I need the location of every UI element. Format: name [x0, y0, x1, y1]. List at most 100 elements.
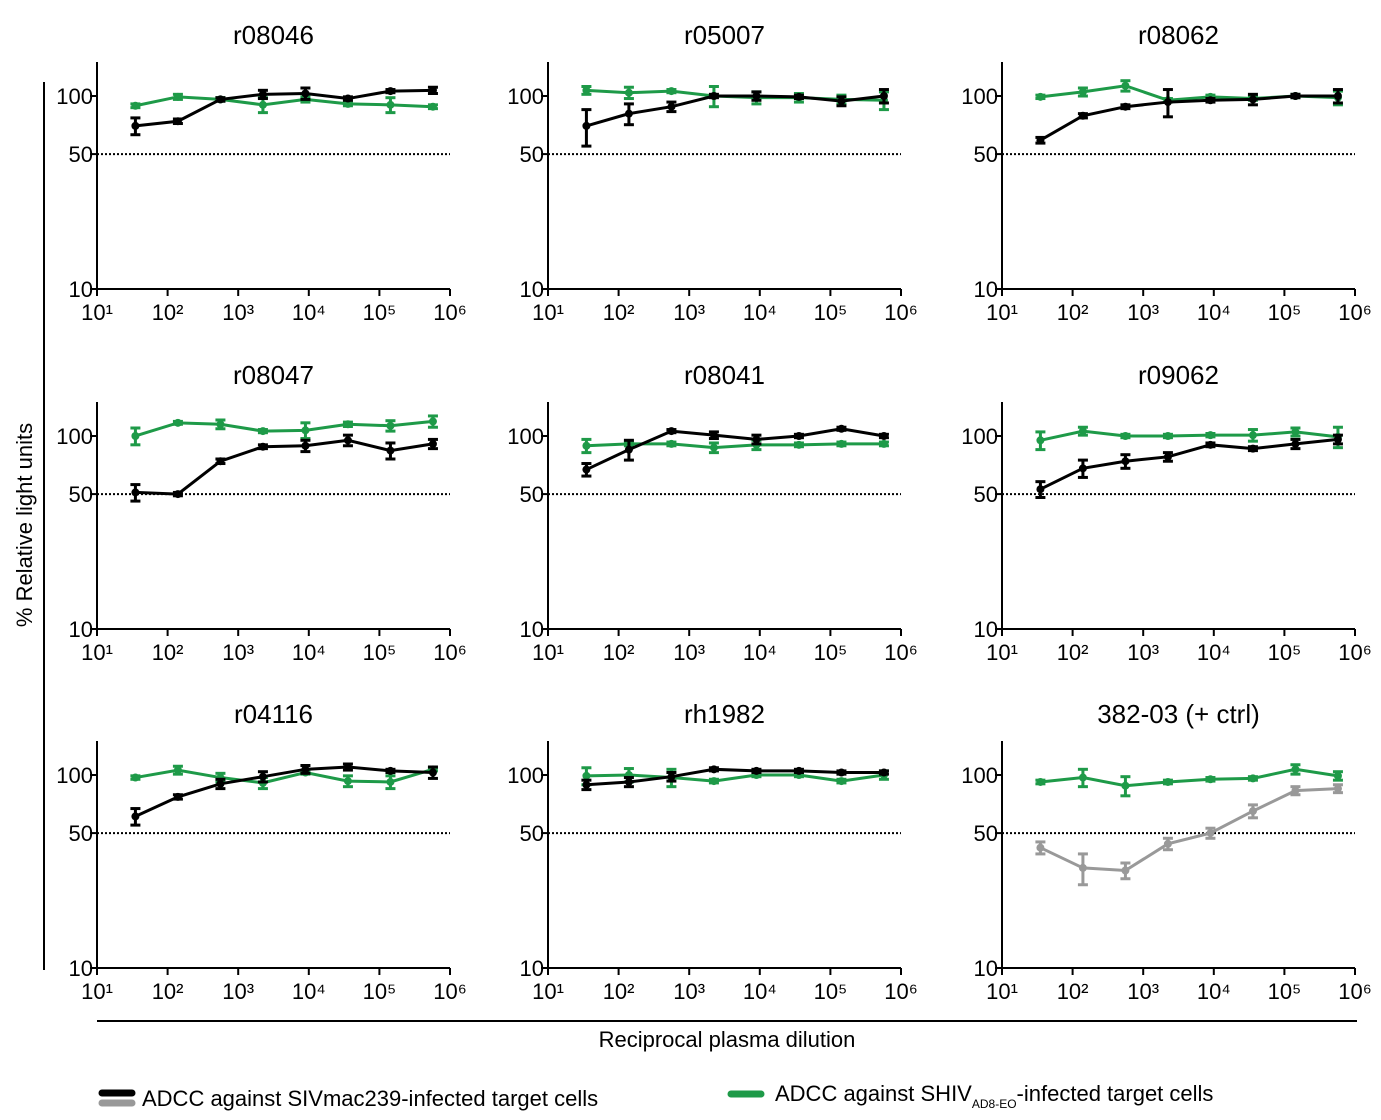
x-tick-label: 10¹: [986, 979, 1018, 1004]
data-point: [1291, 91, 1300, 100]
data-point: [386, 421, 395, 430]
data-point: [173, 490, 182, 499]
x-tick-label: 10²: [152, 300, 184, 325]
data-point: [837, 97, 846, 106]
y-tick-label: 10: [69, 617, 93, 642]
legend-label: ADCC against SIVmac239-infected target c…: [142, 1086, 598, 1111]
data-point: [1163, 777, 1172, 786]
x-tick-label: 10⁵: [1268, 300, 1302, 325]
x-tick-label: 10¹: [81, 979, 113, 1004]
panel: r04116 10 50 100 10¹ 10² 10³ 10⁴ 10⁵ 10⁶: [56, 699, 466, 1004]
x-tick-label: 10⁶: [1338, 979, 1372, 1004]
x-tick-label: 10⁵: [1268, 640, 1302, 665]
data-point: [837, 777, 846, 786]
panel: r08046 10 50 100 10¹ 10² 10³ 10⁴ 10⁵ 10⁶: [56, 20, 466, 325]
data-point: [386, 100, 395, 109]
data-point: [1036, 843, 1045, 852]
data-point: [1078, 464, 1087, 473]
x-tick-label: 10²: [603, 979, 635, 1004]
y-tick-label: 100: [507, 84, 544, 109]
series-line: [135, 88, 433, 128]
panel: 382-03 (+ ctrl) 10 50 100 10¹ 10² 10³ 10⁴ 10⁵ 10⁶: [961, 699, 1371, 1004]
panel: r08062 10 50 100 10¹ 10² 10³ 10⁴ 10⁵ 10⁶: [961, 20, 1371, 325]
x-tick-label: 10¹: [532, 640, 564, 665]
x-tick-label: 10⁴: [292, 300, 326, 325]
data-point: [131, 812, 140, 821]
data-point: [1206, 829, 1215, 838]
y-tick-label: 10: [974, 277, 998, 302]
data-point: [258, 772, 267, 781]
data-point: [1206, 440, 1215, 449]
data-point: [1163, 431, 1172, 440]
data-point: [343, 777, 352, 786]
x-tick-label: 10⁵: [363, 300, 397, 325]
series-line: [1039, 94, 1338, 142]
panel-title: r05007: [684, 20, 765, 50]
data-point: [173, 418, 182, 427]
series-line: [1039, 787, 1339, 873]
data-point: [709, 765, 718, 774]
y-tick-label: 10: [69, 956, 93, 981]
data-point: [1163, 452, 1172, 461]
x-tick-label: 10²: [152, 640, 184, 665]
data-point: [428, 86, 437, 95]
x-tick-label: 10²: [1057, 300, 1089, 325]
data-point: [1078, 863, 1087, 872]
legend-label-part: -infected target cells: [1017, 1081, 1214, 1106]
x-tick-label: 10³: [1127, 640, 1159, 665]
x-tick-label: 10²: [1057, 640, 1089, 665]
data-point: [1333, 435, 1342, 444]
data-point: [1248, 95, 1257, 104]
x-tick-label: 10²: [152, 979, 184, 1004]
y-tick-label: 100: [507, 763, 544, 788]
y-tick-label: 10: [69, 277, 93, 302]
y-tick-label: 100: [56, 84, 93, 109]
data-point: [1206, 431, 1215, 440]
data-point: [1206, 96, 1215, 105]
x-tick-label: 10¹: [986, 300, 1018, 325]
y-tick-label: 50: [974, 142, 998, 167]
data-point: [1248, 774, 1257, 783]
data-point: [1248, 807, 1257, 816]
series-line: [135, 767, 434, 785]
data-point: [216, 779, 225, 788]
data-point: [1291, 439, 1300, 448]
x-tick-label: 10⁵: [814, 979, 848, 1004]
data-point: [301, 89, 310, 98]
data-point: [1121, 781, 1130, 790]
legend-label-part: ADCC against SHIV: [775, 1081, 972, 1106]
data-point: [343, 436, 352, 445]
data-point: [216, 420, 225, 429]
data-point: [582, 441, 591, 450]
y-tick-label: 50: [69, 482, 93, 507]
data-point: [1121, 866, 1130, 875]
data-point: [1121, 431, 1130, 440]
data-point: [386, 446, 395, 455]
data-point: [752, 435, 761, 444]
legend-subscript: AD8-EO: [972, 1097, 1017, 1111]
data-point: [386, 87, 395, 96]
data-point: [1163, 98, 1172, 107]
data-point: [667, 87, 676, 96]
x-tick-label: 10²: [603, 640, 635, 665]
data-point: [173, 792, 182, 801]
legend-label: ADCC against SHIVAD8-EO-infected target …: [775, 1081, 1213, 1111]
data-point: [709, 91, 718, 100]
data-point: [582, 86, 591, 95]
series-line: [1039, 437, 1339, 491]
y-tick-label: 100: [961, 763, 998, 788]
panel: r05007 10 50 100 10¹ 10² 10³ 10⁴ 10⁵ 10⁶: [507, 20, 917, 325]
data-point: [1206, 775, 1215, 784]
data-point: [258, 100, 267, 109]
data-point: [428, 417, 437, 426]
data-point: [1036, 485, 1045, 494]
x-tick-label: 10²: [1057, 979, 1089, 1004]
data-point: [1036, 436, 1045, 445]
data-point: [879, 431, 888, 440]
x-tick-label: 10⁴: [1197, 640, 1231, 665]
data-point: [1163, 839, 1172, 848]
panel-title: r08062: [1138, 20, 1219, 50]
x-tick-label: 10³: [222, 640, 254, 665]
panel: r08041 10 50 100 10¹ 10² 10³ 10⁴ 10⁵ 10⁶: [507, 360, 917, 665]
